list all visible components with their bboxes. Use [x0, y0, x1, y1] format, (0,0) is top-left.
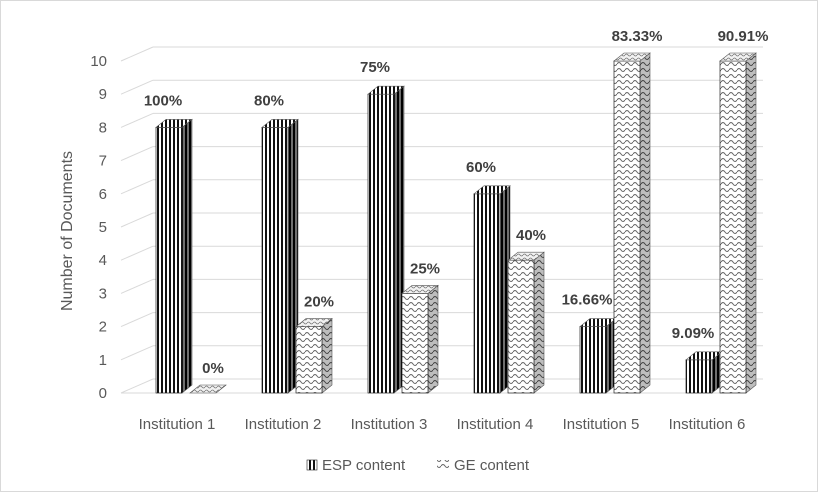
x-tick-label: Institution 1 [139, 416, 216, 433]
ge-data-label: 0% [202, 360, 224, 377]
gridline-slant [120, 179, 154, 195]
ge-bar [507, 251, 545, 394]
esp-bar [261, 118, 299, 394]
gridline-slant [120, 79, 154, 95]
ge-data-label: 20% [304, 294, 334, 311]
legend-label-esp: ESP content [322, 457, 406, 474]
legend-swatch-ge [437, 460, 449, 470]
esp-data-label: 60% [466, 159, 496, 176]
x-axis: Institution 1 Institution 2 Institution 3 I… [139, 416, 746, 433]
x-tick-label: Institution 5 [563, 416, 640, 433]
y-tick-label: 8 [99, 119, 107, 136]
gridline-slant [120, 345, 154, 361]
gridline-slant [120, 212, 154, 228]
y-axis-title: Number of Documents [59, 151, 76, 311]
legend-item-esp: ESP content [306, 457, 406, 474]
ge-data-label: 40% [516, 227, 546, 244]
y-tick-label: 9 [99, 86, 107, 103]
gridline-slant [120, 378, 154, 394]
ge-bar [189, 384, 227, 394]
gridlines [120, 46, 763, 394]
legend-item-ge: GE content [437, 457, 530, 474]
gridline-slant [120, 278, 154, 294]
gridline-slant [120, 245, 154, 261]
y-tick-label: 2 [99, 319, 107, 336]
ge-bar [295, 317, 333, 394]
legend-label-ge: GE content [454, 457, 530, 474]
ge-bar [401, 284, 439, 394]
bars [155, 52, 757, 394]
esp-bar [685, 351, 723, 394]
y-axis: 0 1 2 3 4 5 6 7 8 9 10 [90, 53, 107, 402]
y-tick-label: 10 [90, 53, 107, 70]
x-tick-label: Institution 2 [245, 416, 322, 433]
legend-swatch-esp [306, 459, 318, 471]
y-tick-label: 7 [99, 153, 107, 170]
gridline-slant [120, 112, 154, 128]
ge-bar [719, 52, 757, 394]
esp-data-label: 9.09% [672, 325, 715, 342]
esp-data-label: 75% [360, 59, 390, 76]
x-tick-label: Institution 6 [669, 416, 746, 433]
x-tick-label: Institution 3 [351, 416, 428, 433]
esp-data-label: 16.66% [562, 292, 613, 309]
y-tick-label: 5 [99, 219, 107, 236]
legend: ESP content GE content [306, 457, 530, 474]
y-tick-label: 4 [99, 252, 107, 269]
ge-data-label: 83.33% [612, 28, 663, 45]
gridline-slant [120, 46, 154, 62]
gridline-slant [120, 312, 154, 328]
y-tick-label: 1 [99, 352, 107, 369]
esp-bar [155, 118, 193, 394]
ge-data-label: 90.91% [718, 28, 769, 45]
esp-bar [367, 85, 405, 394]
y-tick-label: 6 [99, 186, 107, 203]
data-labels: 100% 0% 80% 20% 75% 25% 60% 40% 16.66% 83.33% 9.09… [144, 28, 769, 377]
esp-bar [473, 185, 511, 394]
gridline-slant [120, 146, 154, 162]
y-tick-label: 3 [99, 285, 107, 302]
esp-data-label: 100% [144, 92, 182, 109]
esp-bar [579, 317, 617, 394]
ge-bar [613, 52, 651, 394]
esp-data-label: 80% [254, 92, 284, 109]
x-tick-label: Institution 4 [457, 416, 534, 433]
ge-data-label: 25% [410, 260, 440, 277]
y-tick-label: 0 [99, 385, 107, 402]
